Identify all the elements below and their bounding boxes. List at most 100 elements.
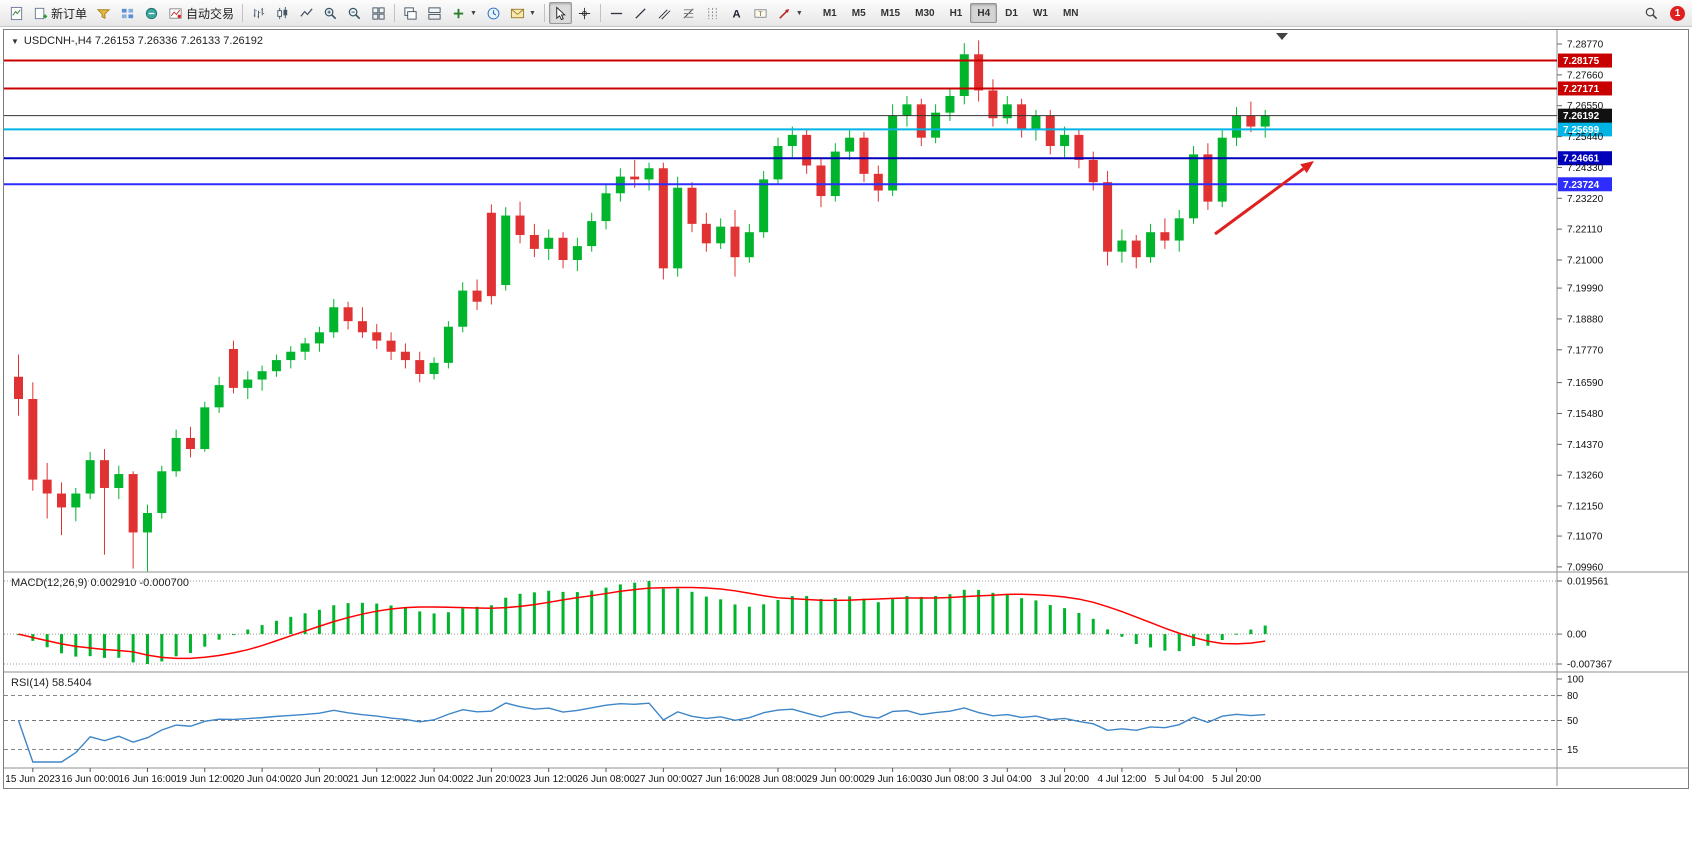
timeframe-m30-button[interactable]: M30 [908, 3, 941, 23]
arrange-windows-icon [428, 6, 441, 20]
toolbar-separator [599, 4, 601, 22]
new-chart-icon [453, 8, 464, 18]
search-icon [1645, 7, 1658, 19]
svg-text:27 Jun 16:00: 27 Jun 16:00 [692, 774, 750, 785]
channel-icon [658, 8, 671, 19]
clock-icon [487, 7, 500, 19]
price-axis[interactable]: 7.28175 7.27171 7.25699 7.24661 7.23724 7.261… [1557, 40, 1612, 574]
chart-dropdown-caret[interactable]: ▼ [11, 36, 19, 46]
cursor-tool-button[interactable] [548, 2, 572, 24]
svg-text:3 Jul 04:00: 3 Jul 04:00 [983, 774, 1032, 785]
timeframe-h1-button[interactable]: H1 [943, 3, 970, 23]
timeframe-h4-button[interactable]: H4 [970, 3, 998, 23]
tile-windows-button[interactable] [367, 2, 390, 24]
timeframe-w1-button[interactable]: W1 [1026, 3, 1055, 23]
svg-text:7.24330: 7.24330 [1567, 163, 1604, 174]
svg-text:7.18880: 7.18880 [1567, 314, 1604, 325]
svg-text:7.09960: 7.09960 [1567, 562, 1604, 573]
crosshair-tool-button[interactable] [573, 2, 596, 24]
svg-text:7.25440: 7.25440 [1567, 132, 1604, 143]
candlestick-icon [277, 6, 288, 19]
svg-text:0.019561: 0.019561 [1567, 577, 1609, 588]
label-icon: T [754, 8, 767, 18]
svg-text:4 Jul 12:00: 4 Jul 12:00 [1097, 774, 1146, 785]
svg-text:A: A [732, 8, 740, 20]
annotation-layer[interactable] [1214, 161, 1314, 236]
timeframe-m15-button[interactable]: M15 [874, 3, 907, 23]
svg-text:29 Jun 00:00: 29 Jun 00:00 [806, 774, 864, 785]
autotrading-label: 自动交易 [186, 6, 235, 21]
fibonacci-icon [683, 7, 694, 19]
autotrading-button[interactable]: 自动交易 [164, 2, 238, 24]
svg-text:100: 100 [1567, 675, 1584, 686]
svg-text:15 Jun 2023: 15 Jun 2023 [5, 774, 60, 785]
svg-text:3 Jul 20:00: 3 Jul 20:00 [1040, 774, 1089, 785]
svg-text:27 Jun 00:00: 27 Jun 00:00 [634, 774, 692, 785]
chart-grid-button[interactable] [116, 2, 139, 24]
svg-text:7.11070: 7.11070 [1567, 532, 1603, 543]
text-label-tool-button[interactable]: T [749, 2, 772, 24]
new-order-button[interactable]: 新订单 [29, 2, 91, 24]
svg-text:7.15480: 7.15480 [1567, 409, 1604, 420]
svg-text:T: T [758, 11, 762, 18]
timeframe-m1-button[interactable]: M1 [816, 3, 844, 23]
period-clock-button[interactable] [482, 2, 505, 24]
fibonacci-tool-button[interactable] [677, 2, 700, 24]
candle-chart-type-button[interactable] [271, 2, 294, 24]
new-order-icon [34, 7, 48, 19]
zoom-out-icon [348, 7, 361, 19]
zoom-in-button[interactable] [319, 2, 342, 24]
search-button[interactable] [1640, 2, 1663, 24]
arrow-objects-button[interactable]: ▼ [773, 2, 807, 24]
cycle-lines-tool-button[interactable] [701, 2, 724, 24]
rsi-layer: 100 80 50 15 [4, 675, 1584, 763]
chart-grid-icon [121, 8, 134, 18]
bar-chart-type-button[interactable] [247, 2, 270, 24]
line-chart-type-button[interactable] [295, 2, 318, 24]
channel-tool-button[interactable] [653, 2, 676, 24]
data-window-button[interactable] [140, 2, 163, 24]
time-axis[interactable]: 15 Jun 2023 16 Jun 00:00 16 Jun 16:00 19 Ju… [5, 768, 1261, 785]
svg-text:30 Jun 08:00: 30 Jun 08:00 [921, 774, 979, 785]
notification-badge[interactable]: 1 [1670, 5, 1685, 21]
mailbox-button[interactable]: ▼ [506, 2, 540, 24]
svg-text:21 Jun 12:00: 21 Jun 12:00 [348, 774, 406, 785]
svg-text:7.16590: 7.16590 [1567, 378, 1604, 389]
svg-text:7.27660: 7.27660 [1567, 70, 1604, 81]
svg-text:7.21000: 7.21000 [1567, 256, 1604, 267]
svg-text:20 Jun 20:00: 20 Jun 20:00 [291, 774, 349, 785]
ohlc-bars-icon [253, 7, 265, 18]
chart-window-button[interactable] [5, 2, 28, 24]
svg-text:7.22110: 7.22110 [1567, 225, 1603, 236]
timeframe-m5-button[interactable]: M5 [845, 3, 873, 23]
svg-text:80: 80 [1567, 691, 1579, 702]
zoom-in-icon [324, 7, 337, 19]
envelope-icon [510, 8, 525, 18]
trendline-tool-button[interactable] [629, 2, 652, 24]
new-chart-button[interactable]: ▼ [447, 2, 481, 24]
cascade-windows-icon [404, 6, 417, 20]
svg-text:7.27171: 7.27171 [1563, 84, 1600, 95]
toolbar-separator [543, 4, 545, 22]
levels-layer[interactable] [4, 59, 1557, 186]
svg-text:-0.007367: -0.007367 [1567, 660, 1612, 671]
svg-text:20 Jun 04:00: 20 Jun 04:00 [233, 774, 291, 785]
timeframe-d1-button[interactable]: D1 [998, 3, 1025, 23]
arrange-windows-button[interactable] [423, 2, 446, 24]
main-toolbar: 新订单 自动交易 ▼ ▼ A T ▼ M1 M5 M15 M30 H1 H4 D… [0, 0, 1692, 27]
svg-text:15: 15 [1567, 745, 1579, 756]
cascade-windows-button[interactable] [399, 2, 422, 24]
cycle-lines-icon [708, 7, 717, 19]
zoom-out-button[interactable] [343, 2, 366, 24]
profiles-button[interactable] [92, 2, 115, 24]
profiles-icon [96, 8, 111, 19]
toolbar-separator [242, 4, 244, 22]
svg-text:16 Jun 00:00: 16 Jun 00:00 [61, 774, 119, 785]
trendline-icon [635, 7, 646, 19]
text-tool-button[interactable]: A [725, 2, 748, 24]
hline-tool-button[interactable] [605, 2, 628, 24]
timeframe-mn-button[interactable]: MN [1056, 3, 1086, 23]
tile-windows-icon [372, 6, 385, 20]
